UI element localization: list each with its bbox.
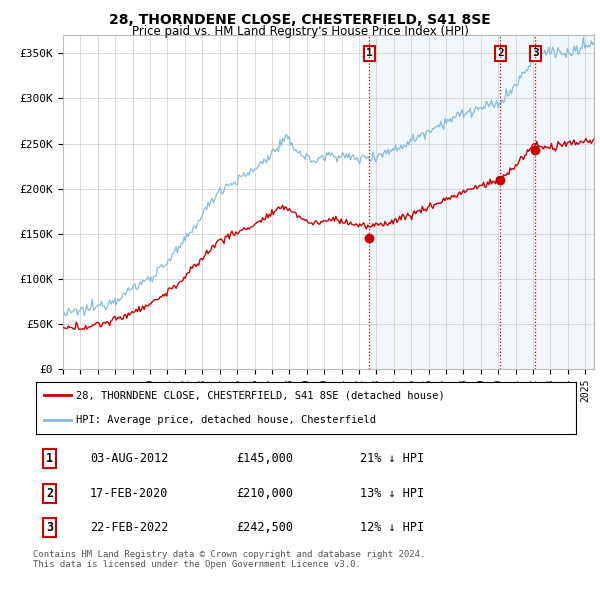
Text: 28, THORNDENE CLOSE, CHESTERFIELD, S41 8SE: 28, THORNDENE CLOSE, CHESTERFIELD, S41 8… (109, 13, 491, 27)
Bar (369, 35, 594, 369)
Text: 21% ↓ HPI: 21% ↓ HPI (360, 452, 424, 465)
Text: 03-AUG-2012: 03-AUG-2012 (90, 452, 169, 465)
Text: 22-FEB-2022: 22-FEB-2022 (90, 522, 169, 535)
Text: 28, THORNDENE CLOSE, CHESTERFIELD, S41 8SE (detached house): 28, THORNDENE CLOSE, CHESTERFIELD, S41 8… (77, 390, 445, 400)
Text: 1: 1 (366, 48, 373, 58)
Text: 2: 2 (46, 487, 53, 500)
Text: £242,500: £242,500 (236, 522, 293, 535)
Text: Price paid vs. HM Land Registry's House Price Index (HPI): Price paid vs. HM Land Registry's House … (131, 25, 469, 38)
Text: 2: 2 (497, 48, 504, 58)
Text: 17-FEB-2020: 17-FEB-2020 (90, 487, 169, 500)
Text: 13% ↓ HPI: 13% ↓ HPI (360, 487, 424, 500)
Text: 12% ↓ HPI: 12% ↓ HPI (360, 522, 424, 535)
Text: 3: 3 (46, 522, 53, 535)
Text: 1: 1 (46, 452, 53, 465)
Text: 3: 3 (532, 48, 539, 58)
Text: HPI: Average price, detached house, Chesterfield: HPI: Average price, detached house, Ches… (77, 415, 377, 425)
Text: £145,000: £145,000 (236, 452, 293, 465)
Text: £210,000: £210,000 (236, 487, 293, 500)
Text: Contains HM Land Registry data © Crown copyright and database right 2024.
This d: Contains HM Land Registry data © Crown c… (33, 550, 425, 569)
